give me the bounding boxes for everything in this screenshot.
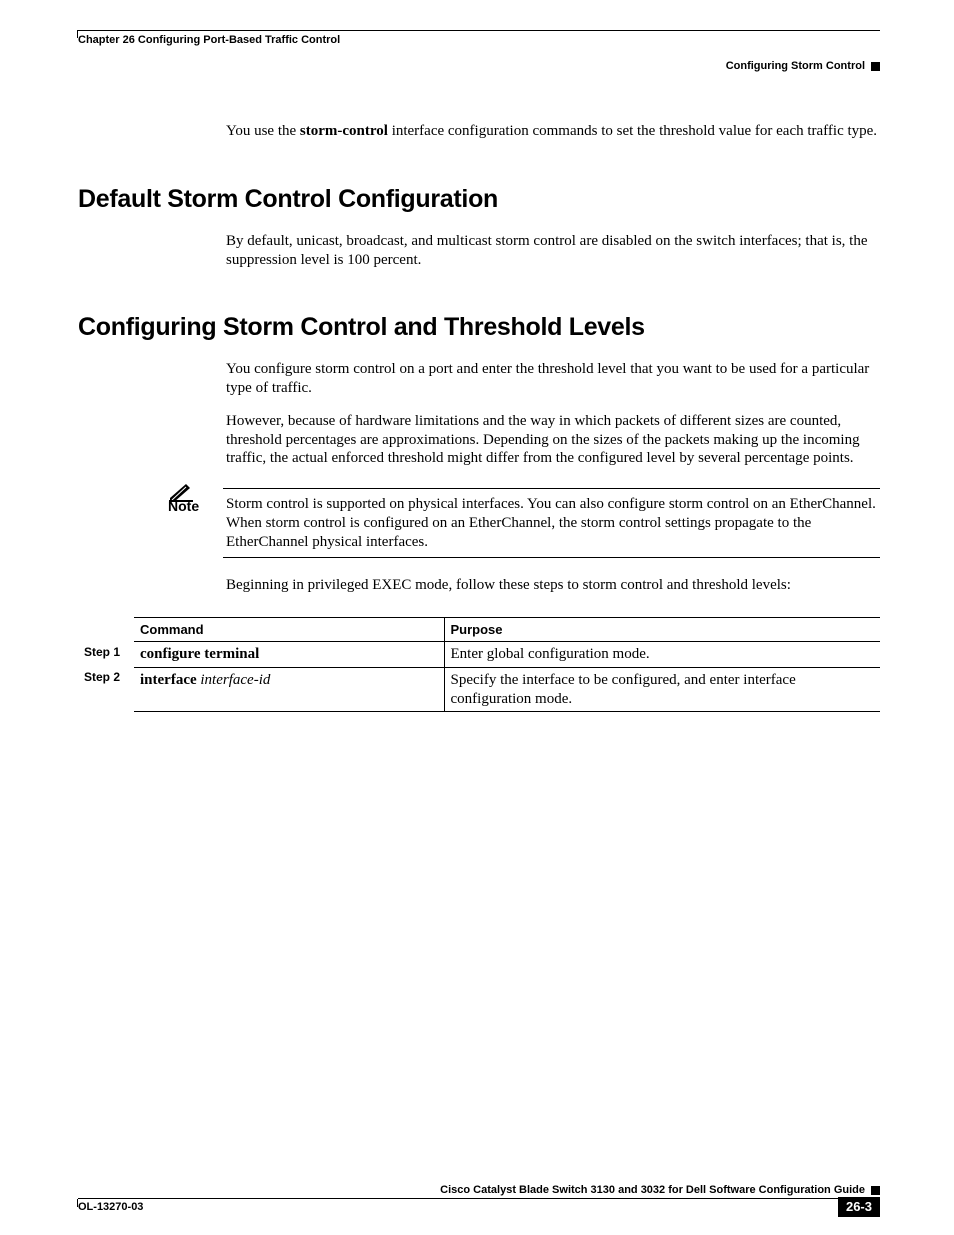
command-cell: interface interface-id bbox=[134, 667, 444, 712]
table-header-row: Command Purpose bbox=[78, 618, 880, 642]
purpose-cell: Enter global configuration mode. bbox=[444, 642, 880, 668]
col-purpose-header: Purpose bbox=[444, 618, 880, 642]
footer-rule bbox=[78, 1198, 880, 1199]
intro-paragraph: You use the storm-control interface conf… bbox=[226, 122, 880, 141]
heading-default-storm: Default Storm Control Configuration bbox=[78, 185, 880, 214]
intro-bold: storm-control bbox=[300, 123, 388, 139]
section-label: Configuring Storm Control bbox=[726, 60, 865, 72]
page-header: Chapter 26 Configuring Port-Based Traffi… bbox=[78, 30, 880, 72]
para-config-2: However, because of hardware limitations… bbox=[226, 412, 880, 468]
footer-square-icon bbox=[871, 1186, 880, 1195]
cmd-bold: interface bbox=[140, 672, 200, 688]
para-begin: Beginning in privileged EXEC mode, follo… bbox=[226, 576, 880, 595]
page-footer: Cisco Catalyst Blade Switch 3130 and 303… bbox=[78, 1184, 880, 1217]
para-config-1: You configure storm control on a port an… bbox=[226, 360, 880, 398]
command-table: Command Purpose Step 1 configure termina… bbox=[78, 617, 880, 712]
col-command-header: Command bbox=[134, 618, 444, 642]
table-row: Step 1 configure terminal Enter global c… bbox=[78, 642, 880, 668]
header-square-icon bbox=[871, 62, 880, 71]
intro-post: interface configuration commands to set … bbox=[388, 123, 877, 139]
purpose-cell: Specify the interface to be configured, … bbox=[444, 667, 880, 712]
note-rule-bottom bbox=[223, 557, 880, 558]
command-table-wrap: Command Purpose Step 1 configure termina… bbox=[78, 617, 880, 712]
page: Chapter 26 Configuring Port-Based Traffi… bbox=[78, 30, 880, 1205]
content: You use the storm-control interface conf… bbox=[78, 122, 880, 712]
para-default: By default, unicast, broadcast, and mult… bbox=[226, 232, 880, 270]
note-label: Note bbox=[168, 498, 199, 514]
command-cell: configure terminal bbox=[134, 642, 444, 668]
chapter-label: Chapter 26 Configuring Port-Based Traffi… bbox=[78, 34, 880, 46]
footer-title: Cisco Catalyst Blade Switch 3130 and 303… bbox=[440, 1184, 865, 1196]
intro-pre: You use the bbox=[226, 123, 300, 139]
cmd-italic: interface-id bbox=[200, 672, 270, 688]
cmd-bold: configure terminal bbox=[140, 646, 259, 662]
header-tick bbox=[77, 30, 78, 38]
step-cell: Step 2 bbox=[78, 667, 134, 712]
footer-tick bbox=[77, 1199, 78, 1207]
col-step-header bbox=[78, 618, 134, 642]
table-row: Step 2 interface interface-id Specify th… bbox=[78, 667, 880, 712]
doc-id: OL-13270-03 bbox=[78, 1201, 143, 1213]
note-block: Note Storm control is supported on physi… bbox=[168, 488, 880, 558]
step-cell: Step 1 bbox=[78, 642, 134, 668]
heading-config-storm: Configuring Storm Control and Threshold … bbox=[78, 313, 880, 342]
page-number: 26-3 bbox=[838, 1197, 880, 1217]
note-text: Storm control is supported on physical i… bbox=[226, 489, 880, 551]
